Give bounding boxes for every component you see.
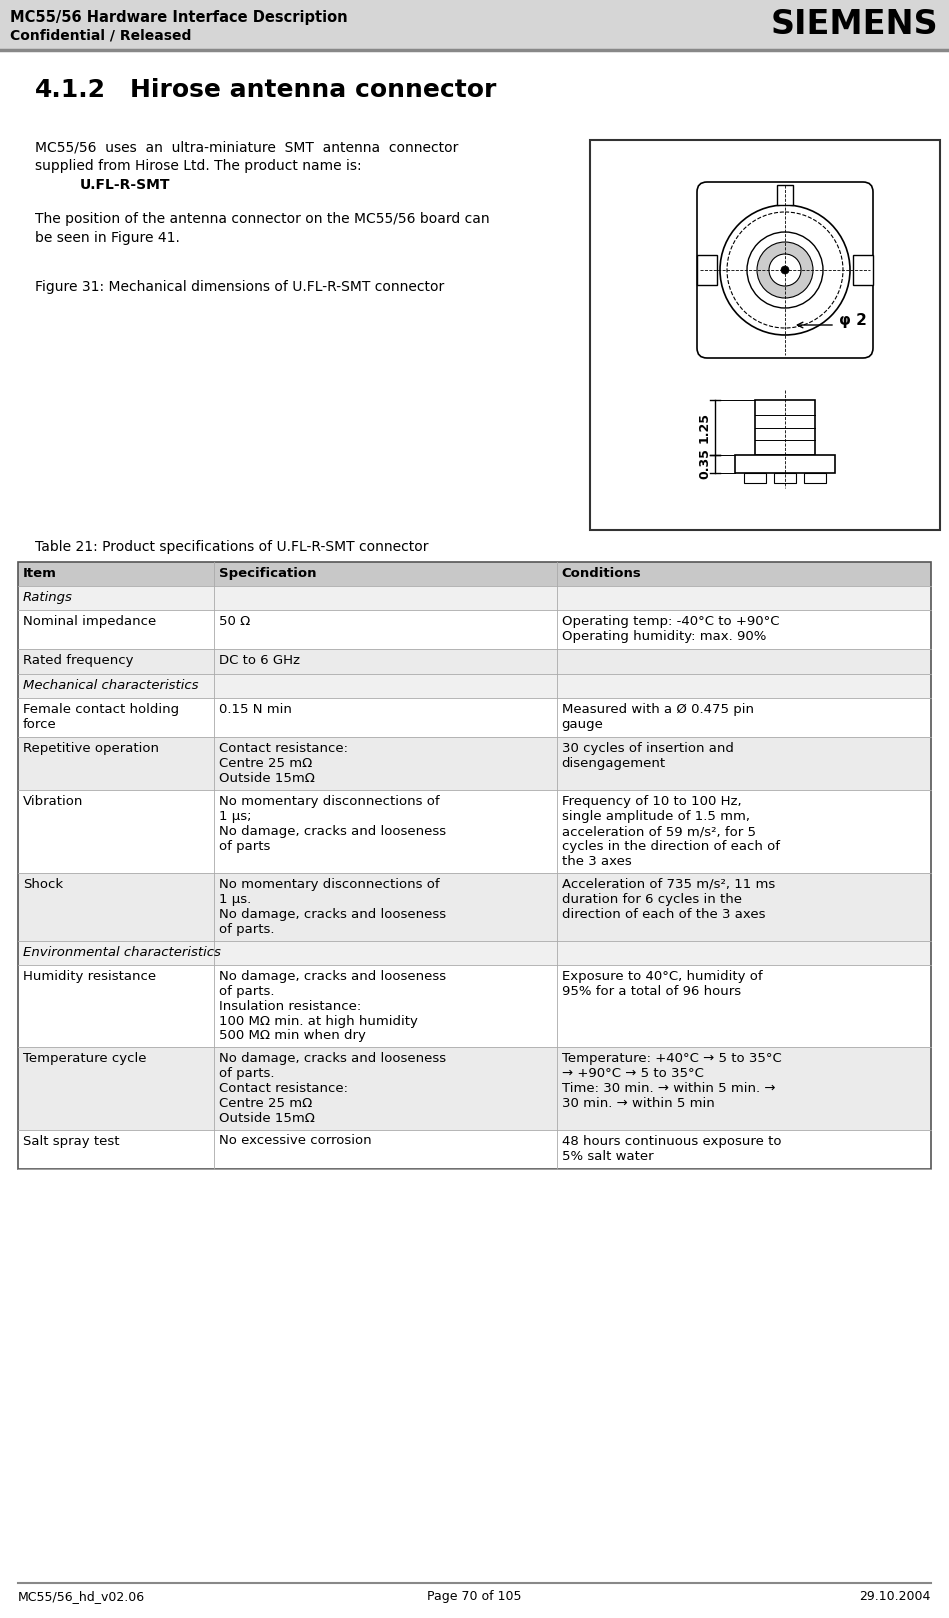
Bar: [18, 1047, 931, 1129]
Bar: [697, 256, 717, 285]
Bar: [18, 697, 931, 736]
Text: SIEMENS: SIEMENS: [771, 8, 938, 40]
Text: Page 70 of 105: Page 70 of 105: [427, 1590, 521, 1603]
Text: Acceleration of 735 m/s², 11 ms
duration for 6 cycles in the
direction of each o: Acceleration of 735 m/s², 11 ms duration…: [562, 877, 775, 921]
Bar: [18, 649, 931, 673]
Text: Confidential / Released: Confidential / Released: [10, 28, 192, 42]
Text: Conditions: Conditions: [562, 566, 642, 579]
Text: 48 hours continuous exposure to
5% salt water: 48 hours continuous exposure to 5% salt …: [562, 1134, 781, 1162]
Text: MC55/56  uses  an  ultra-miniature  SMT  antenna  connector: MC55/56 uses an ultra-miniature SMT ante…: [35, 141, 458, 154]
Bar: [744, 472, 766, 484]
Bar: [774, 472, 796, 484]
Bar: [755, 400, 815, 455]
Bar: [18, 964, 931, 1047]
Bar: [804, 472, 826, 484]
Text: Exposure to 40°C, humidity of
95% for a total of 96 hours: Exposure to 40°C, humidity of 95% for a …: [562, 969, 762, 998]
Text: 0.15 N min: 0.15 N min: [219, 702, 292, 715]
Bar: [735, 455, 835, 472]
Text: Female contact holding
force: Female contact holding force: [23, 702, 179, 730]
Text: Humidity resistance: Humidity resistance: [23, 969, 157, 982]
Text: φ 2: φ 2: [839, 312, 866, 328]
Bar: [18, 673, 931, 697]
Text: Temperature: +40°C → 5 to 35°C
→ +90°C → 5 to 35°C
Time: 30 min. → within 5 min.: Temperature: +40°C → 5 to 35°C → +90°C →…: [562, 1052, 781, 1110]
Text: MC55/56_hd_v02.06: MC55/56_hd_v02.06: [18, 1590, 145, 1603]
Text: 50 Ω: 50 Ω: [219, 615, 251, 628]
Bar: [18, 940, 931, 964]
Text: 0.35: 0.35: [698, 448, 711, 479]
Text: Temperature cycle: Temperature cycle: [23, 1052, 146, 1065]
Bar: [18, 561, 931, 1168]
Bar: [853, 256, 873, 285]
Text: Ratings: Ratings: [23, 591, 73, 604]
Text: 4.1.2: 4.1.2: [35, 78, 106, 102]
Circle shape: [747, 231, 823, 307]
Text: No damage, cracks and looseness
of parts.
Contact resistance:
Centre 25 mΩ
Outsi: No damage, cracks and looseness of parts…: [219, 1052, 446, 1125]
Text: Table 21: Product specifications of U.FL-R-SMT connector: Table 21: Product specifications of U.FL…: [35, 540, 429, 553]
Text: Hirose antenna connector: Hirose antenna connector: [130, 78, 496, 102]
Circle shape: [781, 265, 789, 273]
Text: Salt spray test: Salt spray test: [23, 1134, 120, 1147]
Text: MC55/56 Hardware Interface Description: MC55/56 Hardware Interface Description: [10, 10, 347, 24]
Bar: [0, 0, 949, 50]
Bar: [18, 610, 931, 649]
Text: The position of the antenna connector on the MC55/56 board can: The position of the antenna connector on…: [35, 212, 490, 227]
Text: Shock: Shock: [23, 877, 64, 890]
Bar: [18, 736, 931, 790]
Text: No damage, cracks and looseness
of parts.
Insulation resistance:
100 MΩ min. at : No damage, cracks and looseness of parts…: [219, 969, 446, 1042]
Text: Frequency of 10 to 100 Hz,
single amplitude of 1.5 mm,
acceleration of 59 m/s², : Frequency of 10 to 100 Hz, single amplit…: [562, 794, 780, 867]
Bar: [18, 790, 931, 872]
Bar: [18, 872, 931, 940]
Text: Figure 31: Mechanical dimensions of U.FL-R-SMT connector: Figure 31: Mechanical dimensions of U.FL…: [35, 280, 444, 294]
Text: supplied from Hirose Ltd. The product name is:: supplied from Hirose Ltd. The product na…: [35, 159, 362, 173]
Text: 29.10.2004: 29.10.2004: [860, 1590, 931, 1603]
Text: 30 cycles of insertion and
disengagement: 30 cycles of insertion and disengagement: [562, 741, 734, 770]
Text: U.FL-R-SMT: U.FL-R-SMT: [80, 178, 171, 193]
Circle shape: [769, 254, 801, 286]
Text: Nominal impedance: Nominal impedance: [23, 615, 157, 628]
Circle shape: [757, 243, 813, 298]
Text: Item: Item: [23, 566, 57, 579]
Bar: [18, 586, 931, 610]
Text: DC to 6 GHz: DC to 6 GHz: [219, 654, 300, 667]
Text: Operating temp: -40°C to +90°C
Operating humidity: max. 90%: Operating temp: -40°C to +90°C Operating…: [562, 615, 779, 642]
Text: Repetitive operation: Repetitive operation: [23, 741, 159, 754]
Circle shape: [727, 212, 843, 328]
Text: Vibration: Vibration: [23, 794, 84, 807]
Text: No momentary disconnections of
1 μs.
No damage, cracks and looseness
of parts.: No momentary disconnections of 1 μs. No …: [219, 877, 446, 935]
Text: Mechanical characteristics: Mechanical characteristics: [23, 678, 198, 691]
Text: Rated frequency: Rated frequency: [23, 654, 134, 667]
Bar: [18, 561, 931, 586]
Text: Measured with a Ø 0.475 pin
gauge: Measured with a Ø 0.475 pin gauge: [562, 702, 754, 730]
Bar: [777, 184, 793, 205]
Circle shape: [720, 205, 850, 335]
Bar: [18, 1129, 931, 1168]
Text: No momentary disconnections of
1 μs;
No damage, cracks and looseness
of parts: No momentary disconnections of 1 μs; No …: [219, 794, 446, 853]
Text: Environmental characteristics: Environmental characteristics: [23, 945, 221, 958]
Text: No excessive corrosion: No excessive corrosion: [219, 1134, 372, 1147]
Text: Contact resistance:
Centre 25 mΩ
Outside 15mΩ: Contact resistance: Centre 25 mΩ Outside…: [219, 741, 348, 785]
FancyBboxPatch shape: [697, 181, 873, 358]
Text: be seen in Figure 41.: be seen in Figure 41.: [35, 231, 180, 244]
Text: Specification: Specification: [219, 566, 317, 579]
Text: 1.25: 1.25: [698, 413, 711, 443]
Bar: [590, 141, 940, 531]
